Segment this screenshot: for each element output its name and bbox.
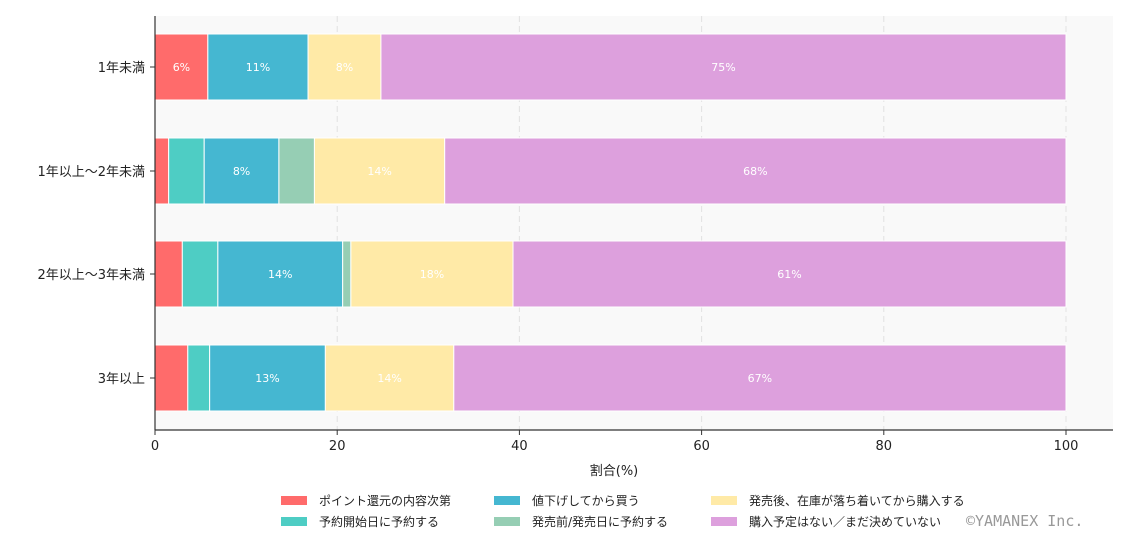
data-label: 8% xyxy=(336,61,353,74)
legend-label: 購入予定はない／まだ決めていない xyxy=(749,515,942,529)
bar-segment xyxy=(168,137,205,205)
legend-label: 予約開始日に予約する xyxy=(319,515,440,529)
legend-swatch xyxy=(494,496,520,505)
bar-segment xyxy=(217,240,344,308)
legend-swatch xyxy=(494,517,520,526)
data-label: 14% xyxy=(367,165,391,178)
data-label: 6% xyxy=(173,61,190,74)
watermark: ©YAMANEX Inc. xyxy=(966,512,1084,530)
legend-item: 発売前/発売日に予約する xyxy=(494,513,668,530)
x-tick-label: 100 xyxy=(1054,439,1079,454)
legend-label: 値下げしてから買う xyxy=(532,494,640,508)
data-label: 61% xyxy=(777,268,801,281)
legend-label: 発売後、在庫が落ち着いてから購入する xyxy=(749,494,965,508)
data-label: 14% xyxy=(377,372,401,385)
bar-segment xyxy=(154,33,209,101)
data-label: 18% xyxy=(420,268,444,281)
x-axis-label: 割合(%) xyxy=(590,463,639,479)
bar-segment xyxy=(453,344,1067,412)
bar-segment xyxy=(342,240,352,308)
data-label: 14% xyxy=(268,268,292,281)
legend-item: 購入予定はない／まだ決めていない xyxy=(711,513,941,530)
legend-label: 発売前/発売日に予約する xyxy=(532,515,669,529)
bar-segment xyxy=(350,240,514,308)
bar-segment xyxy=(380,33,1067,101)
bar-segment xyxy=(444,137,1067,205)
legend-item: 値下げしてから買う xyxy=(494,492,640,509)
bar-segment xyxy=(181,240,219,308)
data-label: 11% xyxy=(246,61,270,74)
bar-segment xyxy=(324,344,455,412)
bar-segment xyxy=(187,344,211,412)
y-tick-label: 1年以上〜2年未満 xyxy=(37,165,145,180)
bar-segment xyxy=(278,137,315,205)
legend-item: 発売後、在庫が落ち着いてから購入する xyxy=(711,492,965,509)
data-label: 13% xyxy=(255,372,279,385)
data-label: 67% xyxy=(748,372,772,385)
legend-swatch xyxy=(281,496,307,505)
bar-segment xyxy=(154,344,189,412)
bar-segment xyxy=(154,137,170,205)
x-tick-label: 60 xyxy=(693,439,710,454)
bar-segment xyxy=(154,240,183,308)
data-label: 75% xyxy=(711,61,735,74)
bar-segment xyxy=(512,240,1067,308)
bar-segment xyxy=(209,344,326,412)
legend-item: ポイント還元の内容次第 xyxy=(281,492,451,509)
bar-segment xyxy=(307,33,382,101)
legend-item: 予約開始日に予約する xyxy=(281,513,439,530)
legend-swatch xyxy=(281,517,307,526)
legend-swatch xyxy=(711,496,737,505)
x-tick-label: 0 xyxy=(151,439,159,454)
bar-segment xyxy=(207,33,309,101)
x-tick-label: 80 xyxy=(876,439,893,454)
data-label: 8% xyxy=(233,165,250,178)
y-tick-label: 2年以上〜3年未満 xyxy=(37,268,145,283)
legend-label: ポイント還元の内容次第 xyxy=(319,494,452,508)
y-tick-label: 3年以上 xyxy=(98,372,145,387)
legend-swatch xyxy=(711,517,737,526)
x-tick-label: 20 xyxy=(329,439,346,454)
data-label: 68% xyxy=(743,165,767,178)
y-tick-label: 1年未満 xyxy=(98,61,145,76)
x-tick-label: 40 xyxy=(511,439,528,454)
